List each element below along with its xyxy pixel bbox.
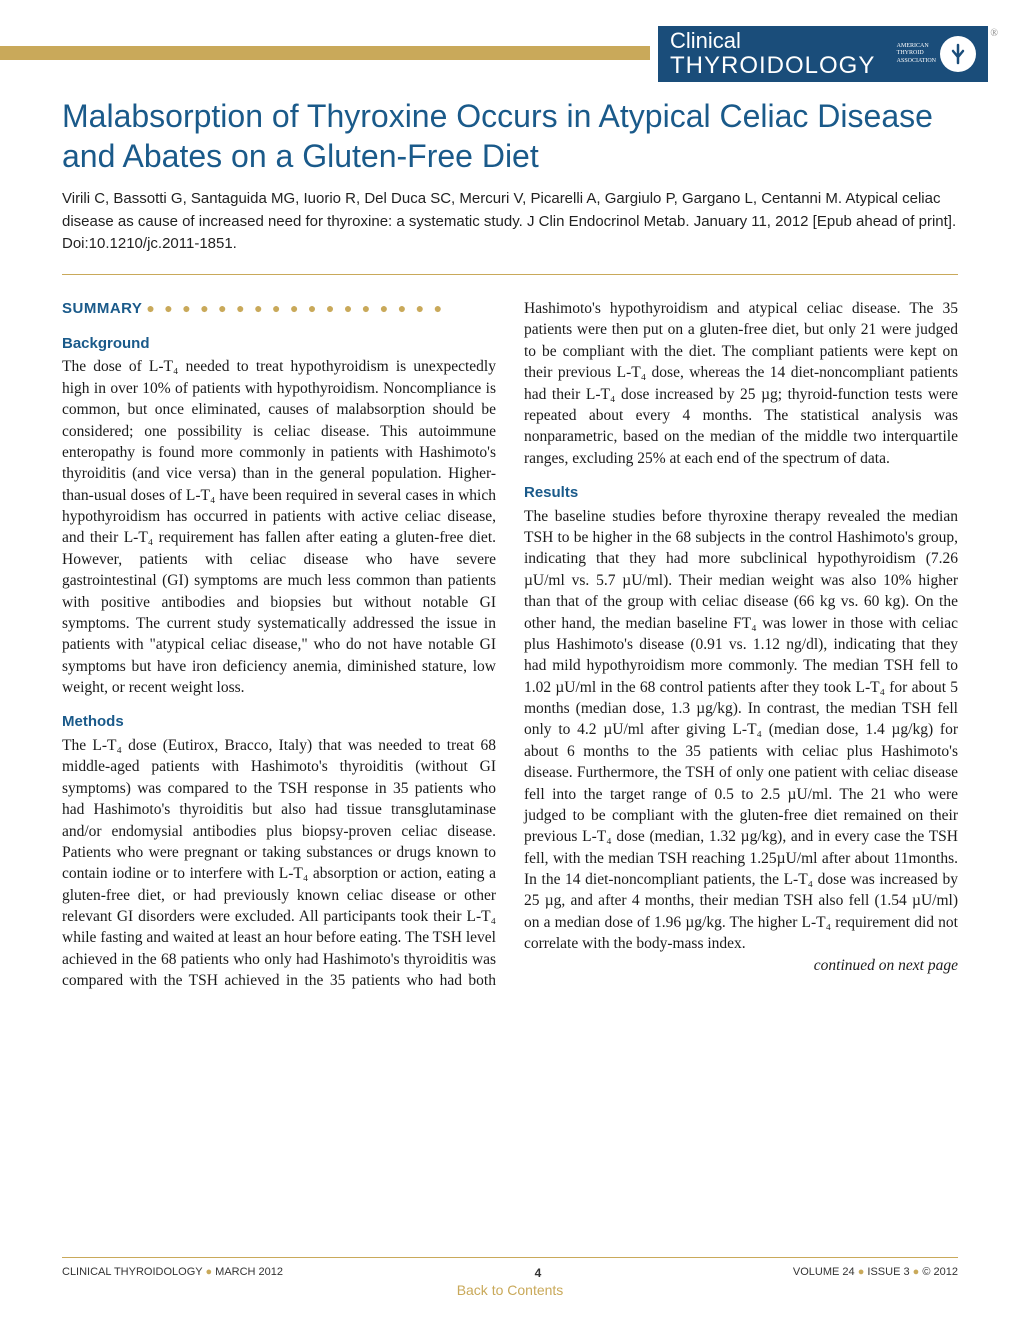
methods-heading: Methods [62, 712, 496, 733]
results-heading: Results [524, 483, 958, 504]
continued-label: continued on next page [524, 955, 958, 976]
journal-title-line1: Clinical [670, 29, 875, 53]
background-heading: Background [62, 334, 496, 355]
back-to-contents-link[interactable]: Back to Contents [0, 1282, 1020, 1298]
summary-label: SUMMARY [62, 300, 142, 317]
ata-logo-icon [940, 36, 976, 72]
article-title: Malabsorption of Thyroxine Occurs in Aty… [62, 96, 958, 176]
footer-left: CLINICAL THYROIDOLOGY ● MARCH 2012 [62, 1266, 283, 1278]
journal-title-block: Clinical THYROIDOLOGY [670, 29, 875, 80]
ata-logo-text: AMERICAN THYROID ASSOCIATION [897, 43, 936, 65]
journal-title-line2: THYROIDOLOGY [670, 53, 875, 79]
footer-page-number: 4 [283, 1266, 793, 1280]
journal-header: Clinical THYROIDOLOGY AMERICAN THYROID A… [658, 26, 988, 82]
page-footer: CLINICAL THYROIDOLOGY ● MARCH 2012 4 VOL… [62, 1257, 958, 1280]
article-citation: Virili C, Bassotti G, Santaguida MG, Iuo… [62, 188, 958, 256]
gold-divider [62, 274, 958, 275]
summary-dots: ● ● ● ● ● ● ● ● ● ● ● ● ● ● ● ● ● [146, 302, 445, 317]
footer-right: VOLUME 24 ● ISSUE 3 ● © 2012 [793, 1266, 958, 1278]
results-text: The baseline studies before thyroxine th… [524, 506, 958, 955]
background-text: The dose of L-T₄ needed to treat hypothy… [62, 356, 496, 698]
article-body: SUMMARY ● ● ● ● ● ● ● ● ● ● ● ● ● ● ● ● … [62, 298, 958, 992]
registered-mark: ® [990, 28, 998, 39]
top-gold-bar [0, 46, 650, 60]
ata-logo: AMERICAN THYROID ASSOCIATION [897, 36, 976, 72]
